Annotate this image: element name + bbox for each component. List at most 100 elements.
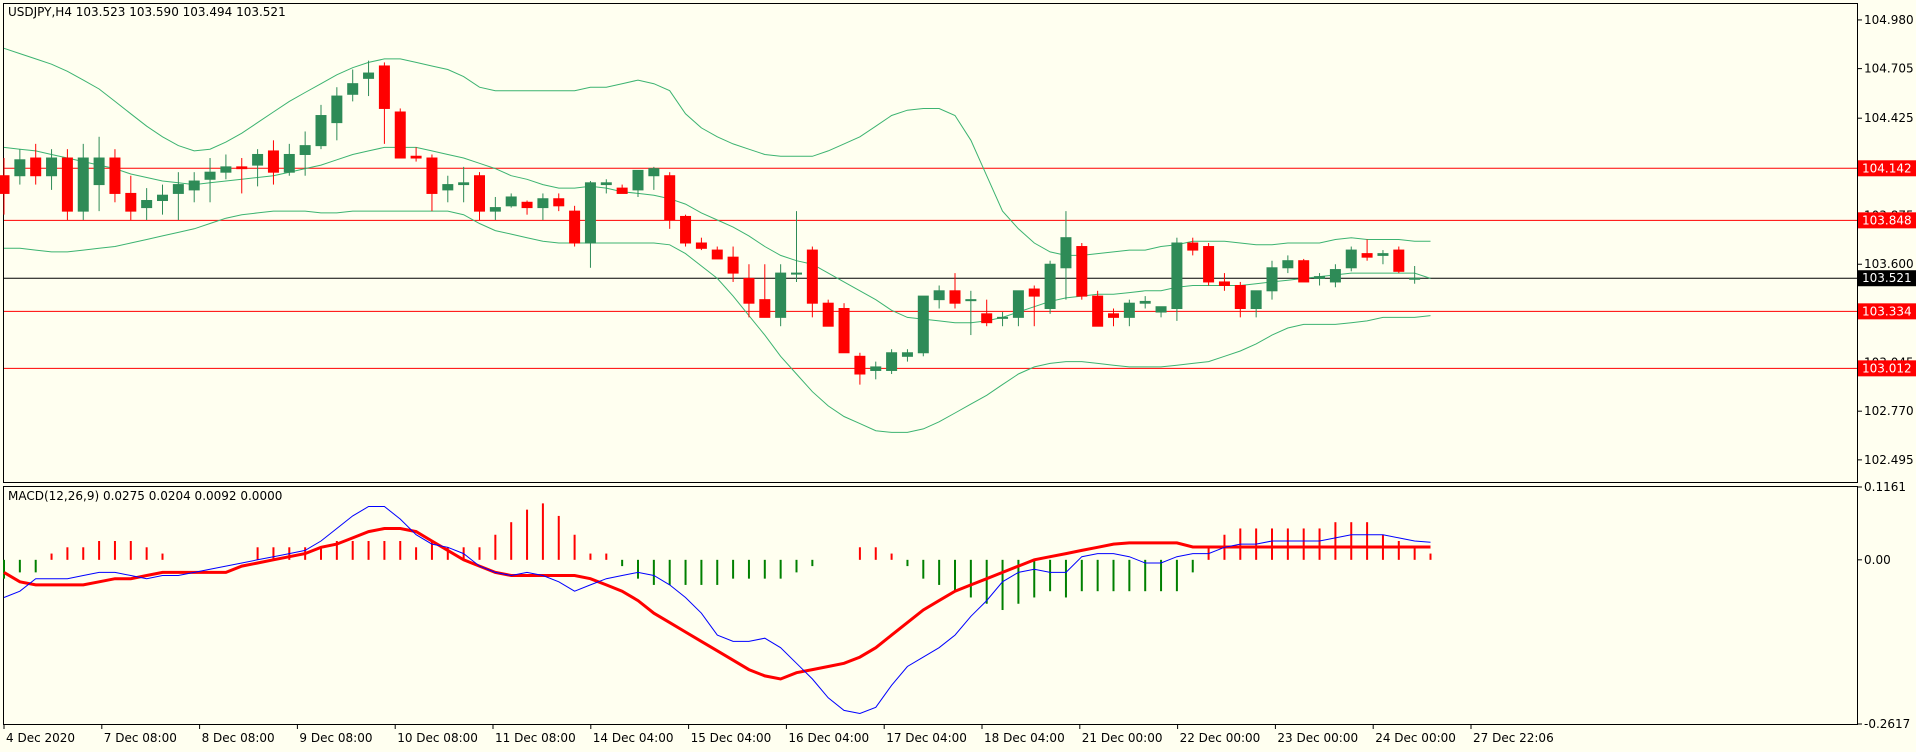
macd-main-line: [3, 506, 1431, 715]
candle-body: [901, 352, 913, 357]
candle-body: [474, 175, 485, 212]
axis-labels: 104.980104.705104.425103.875103.600103.0…: [3, 13, 1916, 745]
candle-body: [886, 352, 898, 371]
candle-body: [1218, 281, 1230, 286]
candle-body: [505, 196, 517, 207]
price-pane-frame: [3, 3, 1858, 483]
candle-body: [521, 201, 533, 209]
candle-body: [1187, 242, 1199, 251]
candle-body: [775, 272, 787, 318]
candle-body: [600, 182, 612, 186]
candle-body: [0, 175, 10, 194]
candle-body: [188, 180, 200, 191]
candle-body: [141, 200, 153, 209]
level-label: 103.848: [1862, 213, 1912, 227]
candle-body: [870, 366, 882, 371]
candle-body: [711, 249, 723, 260]
candle-body: [1298, 260, 1310, 283]
bands-upper-line: [3, 47, 1431, 256]
candle-body: [1266, 267, 1278, 292]
candle-body: [125, 192, 137, 212]
candle-body: [14, 159, 26, 177]
candle-body: [1060, 237, 1072, 269]
x-tick-label: 14 Dec 04:00: [593, 731, 674, 745]
candle-body: [838, 308, 850, 354]
candle-body: [363, 72, 375, 79]
x-tick-label: 9 Dec 08:00: [299, 731, 372, 745]
candle-body: [1076, 246, 1088, 297]
level-label-box: [1858, 360, 1916, 377]
x-tick-label: 23 Dec 00:00: [1277, 731, 1358, 745]
candle-body: [1171, 242, 1183, 310]
candle-body: [664, 175, 676, 221]
x-tick-label: 24 Dec 00:00: [1375, 731, 1456, 745]
candle-body: [1234, 284, 1246, 310]
level-label-box: [1858, 303, 1916, 320]
candle-body: [109, 157, 121, 194]
macd-plot: [3, 503, 1432, 715]
candle-body: [949, 290, 961, 304]
candle-body: [616, 187, 628, 194]
candle-body: [981, 313, 993, 324]
candle-body: [1409, 277, 1421, 280]
level-label-box: [1858, 212, 1916, 229]
candle-body: [236, 166, 248, 170]
level-label-box: [1858, 270, 1916, 287]
candle-body: [727, 256, 739, 274]
candle-body: [394, 111, 406, 159]
level-label: 103.521: [1862, 271, 1912, 285]
candle-body: [77, 157, 89, 212]
candle-body: [252, 153, 264, 166]
candle-body: [537, 198, 549, 209]
candle-body: [632, 169, 644, 191]
x-tick-label: 7 Dec 08:00: [104, 731, 177, 745]
candle-body: [299, 145, 311, 155]
candle-body: [584, 182, 596, 244]
chart-header: USDJPY,H4 103.523 103.590 103.494 103.52…: [8, 5, 286, 19]
x-tick-label: 8 Dec 08:00: [202, 731, 275, 745]
x-tick-label: 22 Dec 00:00: [1180, 731, 1261, 745]
candle-body: [157, 194, 168, 202]
candle-body: [1203, 246, 1215, 283]
candle-body: [1028, 288, 1040, 297]
candle-body: [489, 207, 501, 212]
x-tick-label: 17 Dec 04:00: [886, 731, 967, 745]
macd-header: MACD(12,26,9) 0.0275 0.0204 0.0092 0.000…: [8, 489, 282, 503]
candle-body: [1393, 249, 1405, 272]
x-tick-label: 21 Dec 00:00: [1082, 731, 1163, 745]
candle-body: [378, 65, 390, 109]
level-label: 104.142: [1862, 161, 1912, 175]
y-tick-label: 104.980: [1864, 13, 1914, 27]
candle-body: [1329, 269, 1341, 283]
macd-y-tick-label: -0.2617: [1864, 717, 1910, 731]
candle-body: [553, 198, 565, 207]
candle-body: [806, 249, 818, 304]
candle-body: [569, 210, 581, 244]
candle-body: [1155, 306, 1167, 313]
price-plot: [0, 47, 1857, 433]
candle-body: [695, 242, 707, 249]
y-tick-label: 104.705: [1864, 62, 1914, 76]
x-tick-label: 11 Dec 08:00: [495, 731, 576, 745]
candle-body: [648, 168, 660, 177]
candle-body: [1044, 263, 1056, 310]
y-tick-label: 102.770: [1864, 404, 1914, 418]
candle-body: [172, 184, 184, 194]
bands-lower-line: [4, 210, 1431, 433]
candle-body: [283, 153, 295, 173]
candle-body: [315, 115, 327, 147]
candle-body: [458, 182, 470, 186]
candle-body: [917, 295, 929, 354]
candle-body: [759, 299, 771, 318]
y-tick-label: 104.425: [1864, 111, 1914, 125]
candle-body: [204, 171, 216, 180]
candle-body: [61, 157, 73, 212]
candle-body: [1250, 290, 1262, 310]
candle-body: [442, 184, 454, 191]
candle-body: [1139, 300, 1151, 304]
candle-body: [1314, 276, 1326, 279]
x-tick-label: 16 Dec 04:00: [788, 731, 869, 745]
level-label-box: [1858, 160, 1916, 177]
